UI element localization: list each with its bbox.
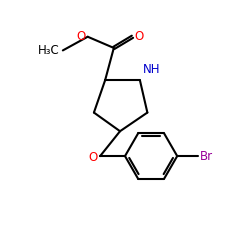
Text: NH: NH bbox=[143, 63, 160, 76]
Text: H₃C: H₃C bbox=[38, 44, 60, 57]
Text: O: O bbox=[134, 30, 144, 43]
Text: Br: Br bbox=[200, 150, 213, 162]
Text: O: O bbox=[76, 30, 86, 43]
Text: O: O bbox=[88, 151, 97, 164]
